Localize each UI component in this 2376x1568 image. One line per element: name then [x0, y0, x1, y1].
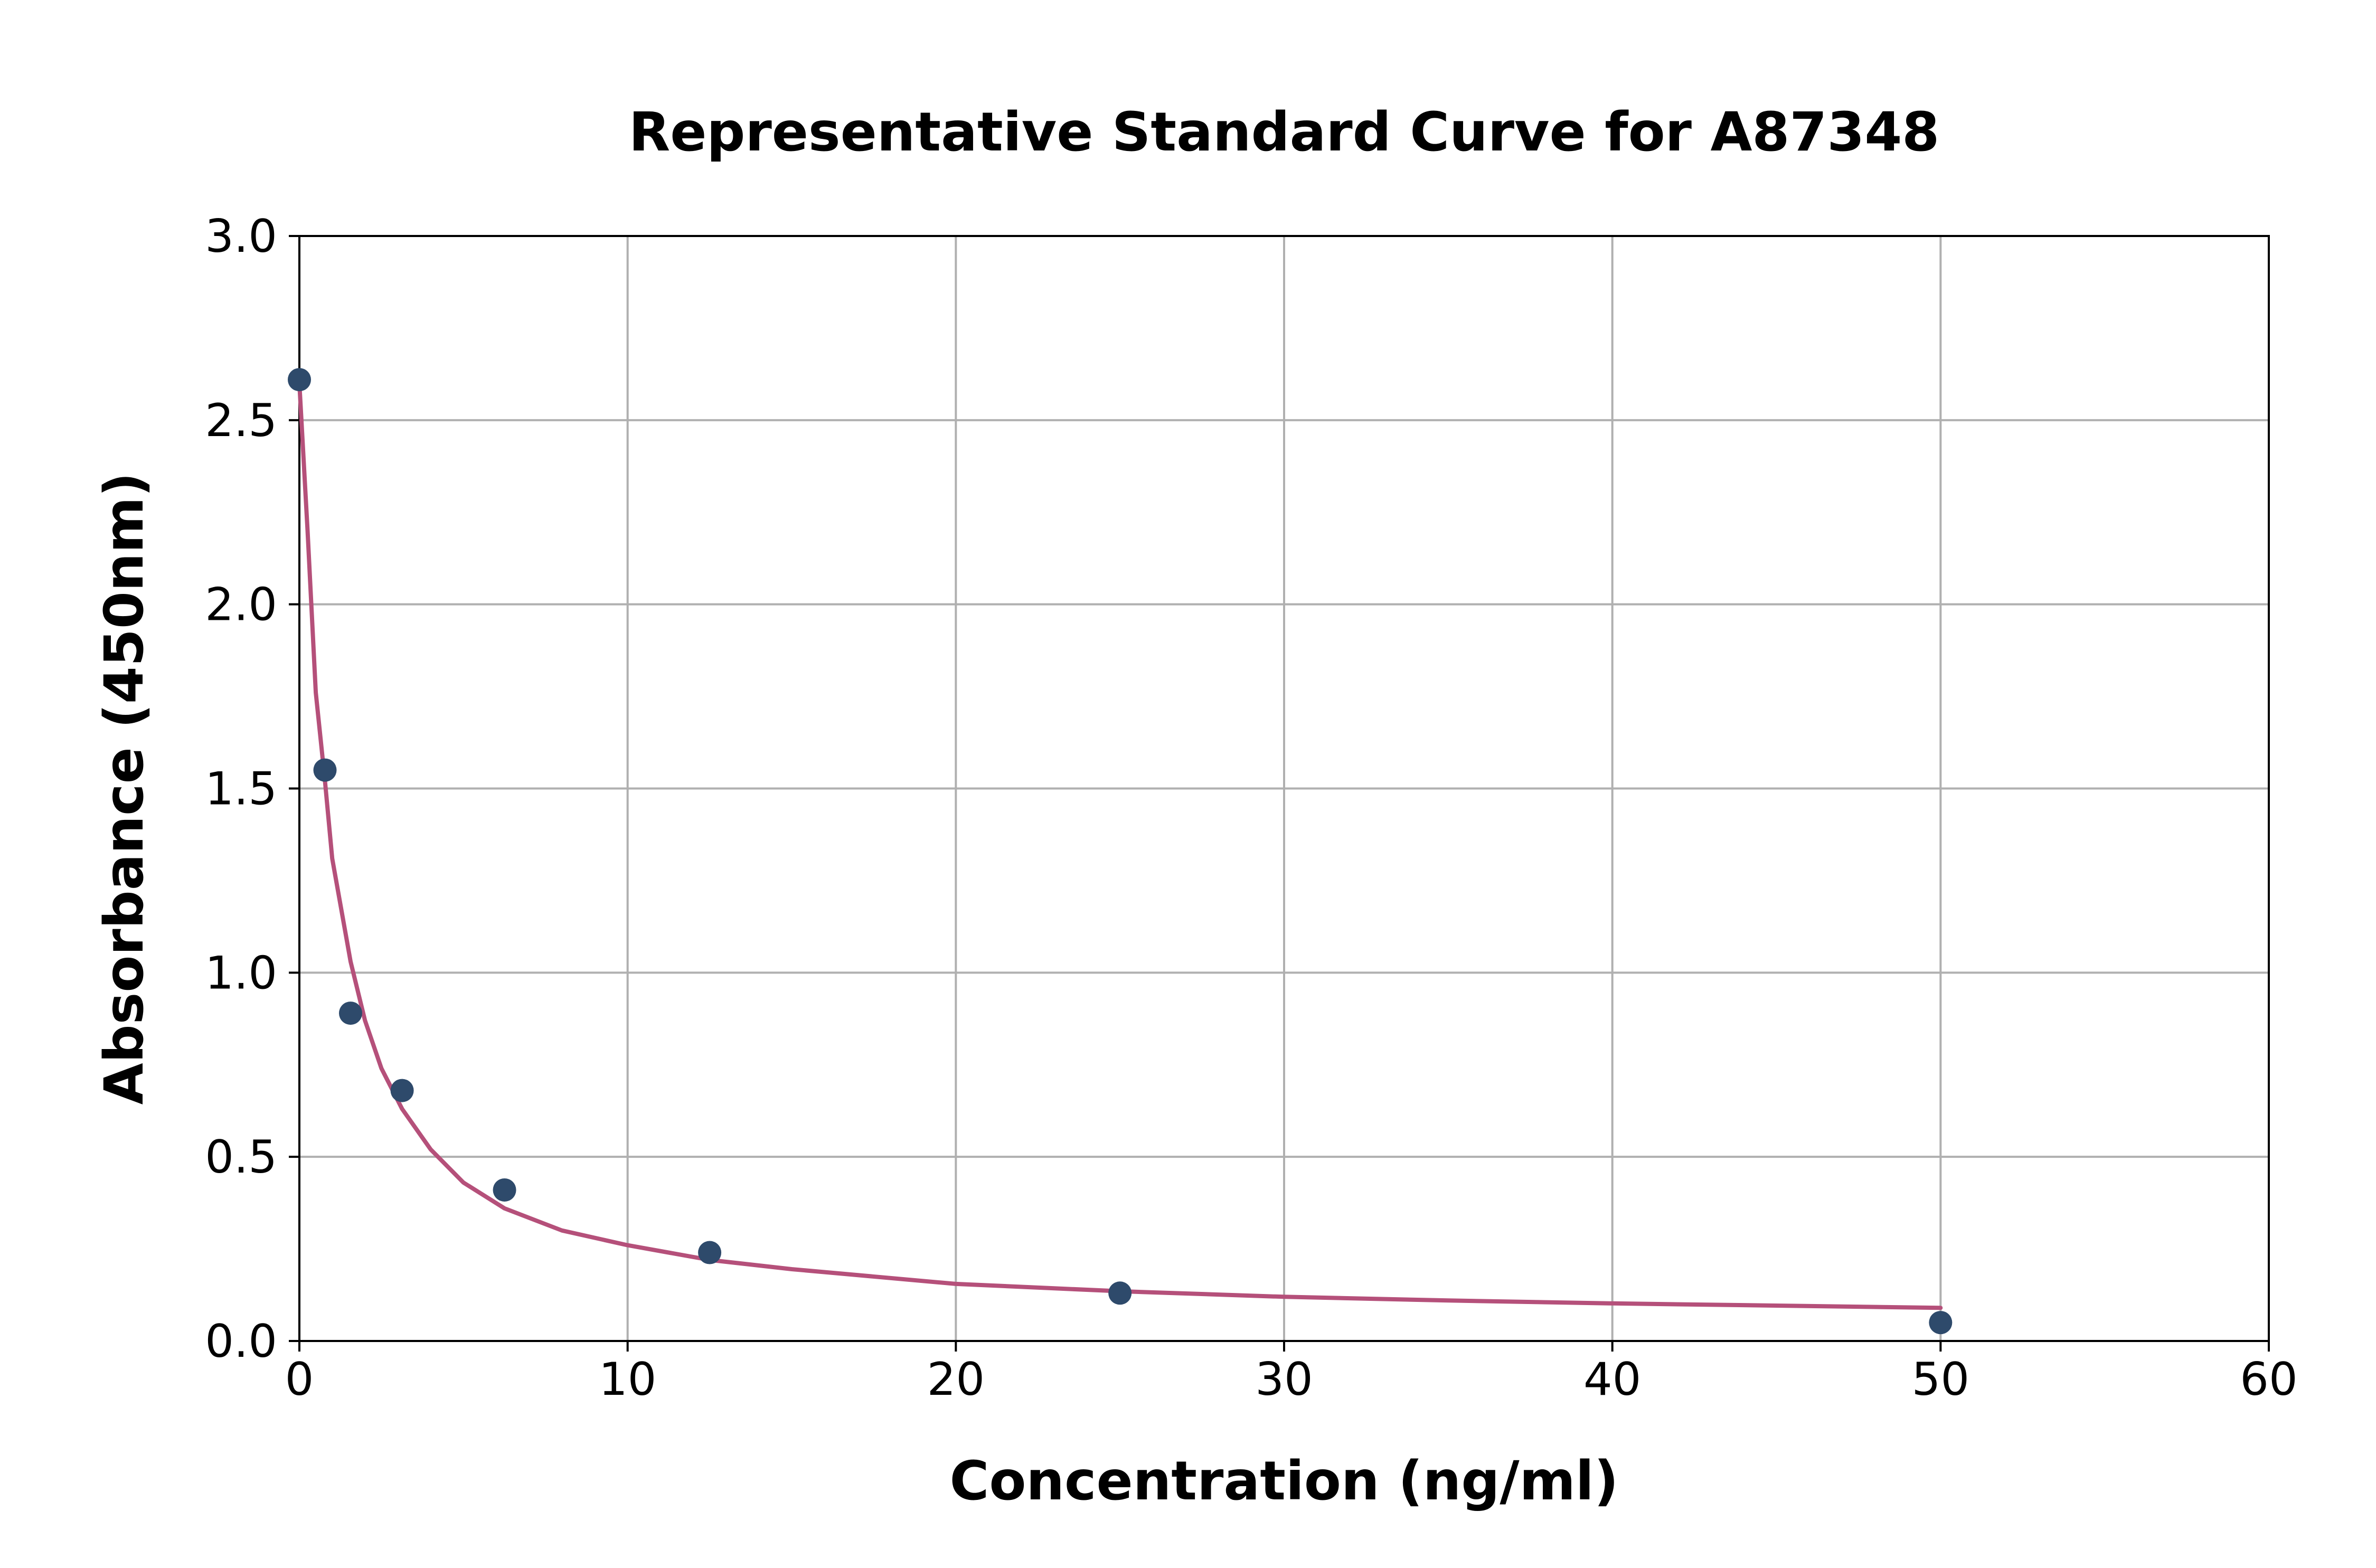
x-tick-label: 10: [599, 1353, 656, 1406]
y-tick-label: 1.5: [205, 763, 277, 816]
fit-curve-line: [297, 381, 1943, 1310]
data-point: [493, 1178, 516, 1202]
x-axis-label: Concentration (ng/ml): [950, 1450, 1619, 1513]
data-point: [1108, 1281, 1132, 1305]
y-tick-label: 1.0: [205, 947, 277, 999]
x-tick-label: 60: [2240, 1353, 2297, 1406]
data-point: [288, 368, 311, 392]
x-tick-label: 40: [1583, 1353, 1641, 1406]
data-point: [698, 1241, 722, 1264]
x-tick-label: 20: [927, 1353, 985, 1406]
y-tick-label: 0.0: [205, 1315, 277, 1368]
y-tick-label: 2.0: [205, 579, 277, 631]
data-point: [313, 758, 337, 782]
fit-curve-layer: [297, 381, 1943, 1310]
chart-title: Representative Standard Curve for A87348: [629, 101, 1940, 164]
y-tick-label: 0.5: [205, 1131, 277, 1184]
axis-ticks: [289, 235, 2270, 1352]
data-point: [390, 1079, 414, 1102]
x-tick-label: 0: [285, 1353, 314, 1406]
axis-tick-labels: 0 10 20 30 40 50 60 0.0 0.5 1.0 1.5 2.0 2.5 3.0: [205, 210, 2298, 1406]
y-axis-label: Absorbance (450nm): [93, 473, 156, 1105]
data-points-layer: [288, 368, 1953, 1335]
data-point: [338, 1002, 362, 1025]
y-tick-label: 3.0: [205, 210, 277, 263]
data-point: [1929, 1311, 1953, 1335]
x-tick-label: 50: [1912, 1353, 1969, 1406]
y-tick-label: 2.5: [205, 394, 277, 447]
x-tick-label: 30: [1255, 1353, 1313, 1406]
